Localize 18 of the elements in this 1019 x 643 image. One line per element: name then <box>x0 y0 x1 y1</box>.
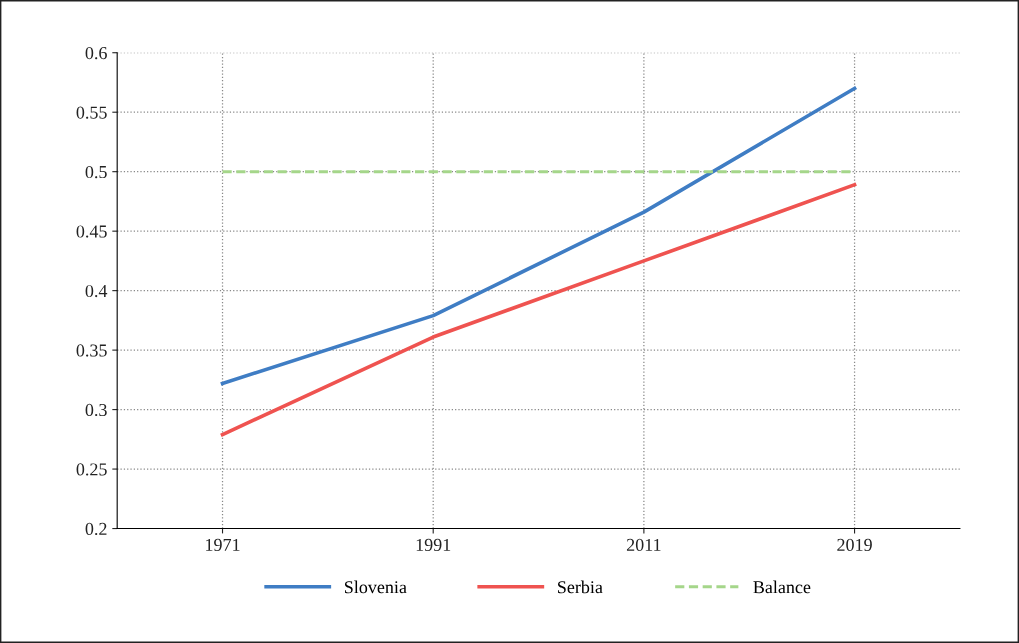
line-series <box>220 182 857 437</box>
x-tick-label: 2011 <box>626 538 661 551</box>
y-tick-label: 0.6 <box>85 46 107 60</box>
y-tick-label: 0.55 <box>76 106 107 119</box>
y-tick-label: 0.5 <box>85 165 107 179</box>
x-tick-label: 1971 <box>206 538 240 551</box>
legend-label: Balance <box>753 580 811 594</box>
y-tick-label: 0.45 <box>76 225 107 238</box>
x-tick-label: 1991 <box>416 538 451 551</box>
legend-label: Serbia <box>558 580 603 594</box>
y-tick-label: 0.25 <box>76 463 107 476</box>
y-tick-label: 0.4 <box>85 284 108 298</box>
y-tick-label: 0.35 <box>76 344 107 357</box>
y-tick-label: 0.2 <box>85 522 107 536</box>
legend-label: Slovenia <box>344 580 407 594</box>
line-series <box>220 86 857 386</box>
y-tick-label: 0.3 <box>85 403 107 417</box>
x-tick-label: 2019 <box>837 538 872 551</box>
